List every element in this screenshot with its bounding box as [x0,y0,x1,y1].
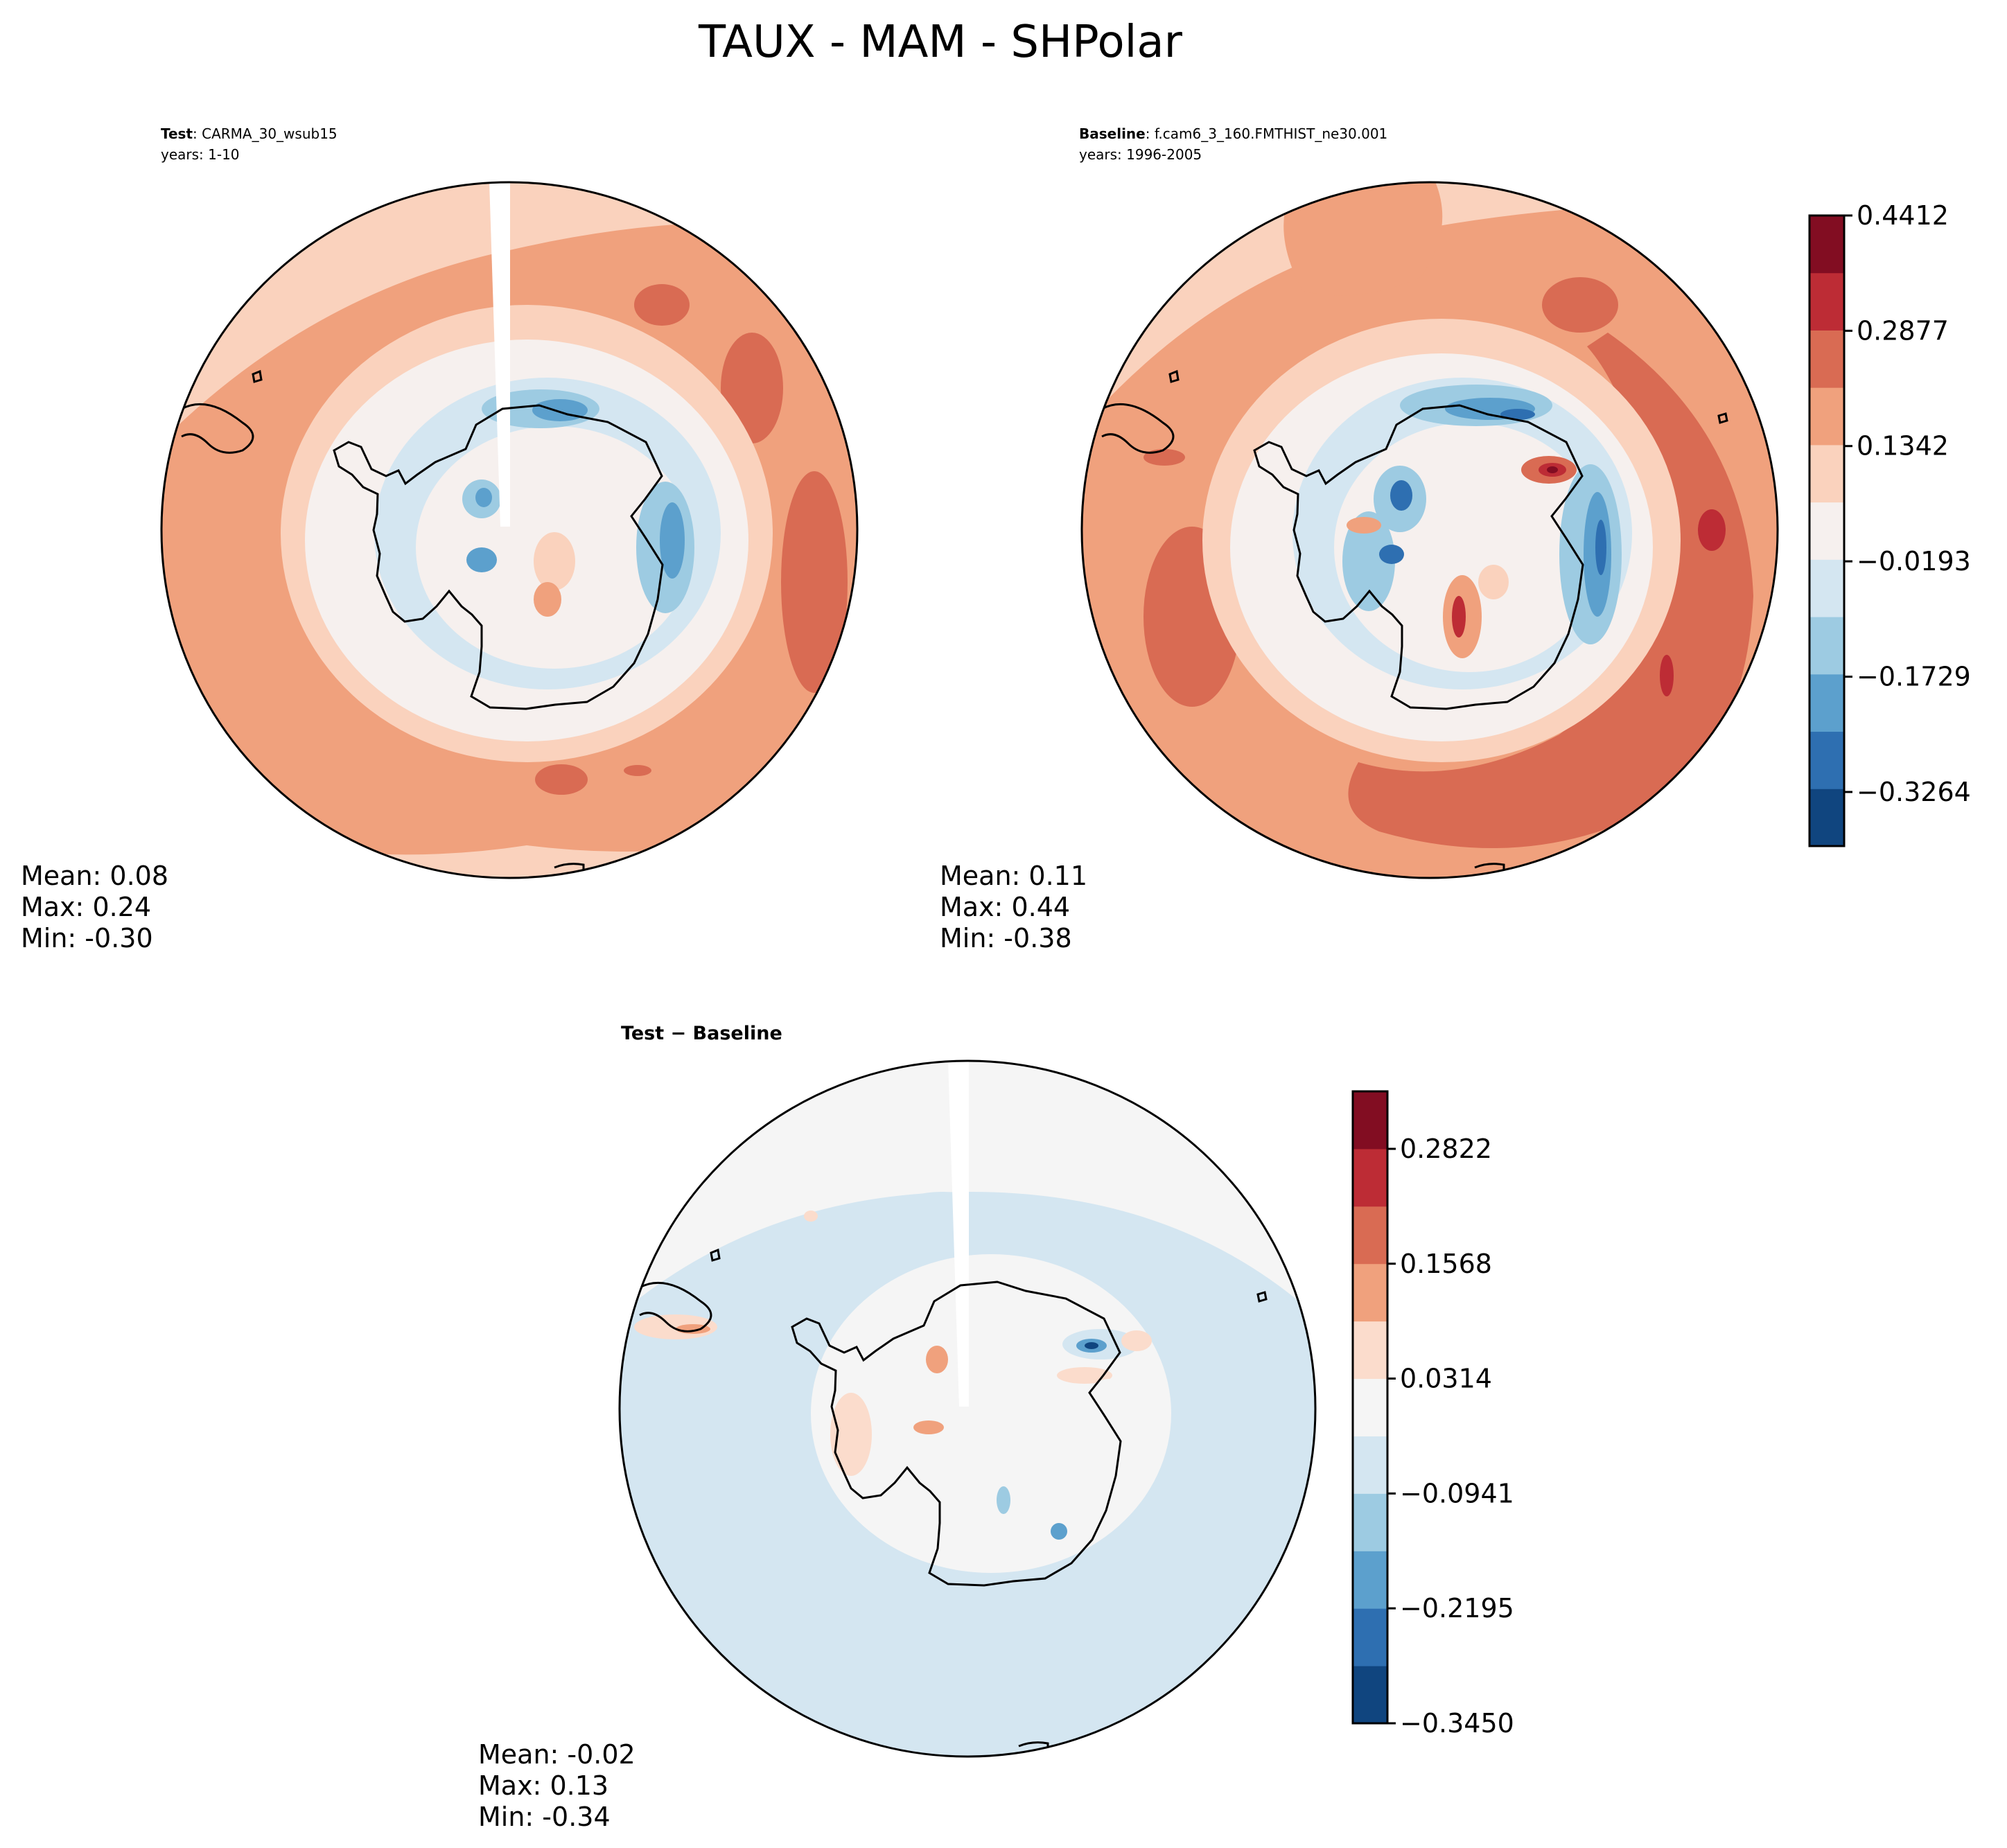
panel-baseline-years: years: 1996-2005 [1079,146,1202,163]
colorbar-main-segment [1809,559,1844,617]
panel-test-label: Test [161,125,193,142]
colorbar-main-segment [1809,444,1844,503]
colorbar-main-segment [1809,387,1844,446]
colorbar-diff-segment [1353,1378,1387,1436]
colorbar-diff-segment [1353,1666,1387,1724]
panel-baseline-label: Baseline [1079,125,1146,142]
panel-test: Test: CARMA_30_wsub15 years: 1-10 [21,125,859,953]
colorbar-main-segment [1809,330,1844,388]
colorbar-diff: 0.2822 0.1568 0.0314 −0.0941 −0.2195 −0.3450 [1351,1090,1514,1739]
panel-test-case: : CARMA_30_wsub15 [193,125,338,142]
panel-baseline-header: Baseline: f.cam6_3_160.FMTHIST_ne30.001 [1079,125,1387,142]
colorbar-diff-segment [1353,1608,1387,1666]
colorbar-main-segment [1809,502,1844,560]
panel-diff: Test − Baseline [478,1023,1317,1832]
colorbar-main-tick-label: −0.3264 [1857,777,1971,807]
colorbar-diff-frame [1351,1090,1389,1725]
colorbar-diff-segment [1353,1263,1387,1322]
panel-baseline-max: Max: 0.44 [940,892,1070,922]
panel-diff-map [620,1061,1315,1757]
colorbar-diff-segment [1353,1493,1387,1551]
panel-test-frame [160,181,859,879]
colorbar-main-tick-label: 0.1342 [1857,431,1949,461]
colorbar-main-frame [1808,214,1846,847]
panel-diff-frame [618,1059,1317,1758]
colorbar-diff-segment [1353,1551,1387,1609]
colorbar-diff-segment [1353,1436,1387,1494]
colorbar-diff-tick-label: −0.3450 [1400,1708,1514,1739]
panel-test-map [161,182,857,878]
colorbar-main: 0.4412 0.2877 0.1342 −0.0193 −0.1729 −0.3264 [1808,200,1971,847]
panel-baseline: Baseline: f.cam6_3_160.FMTHIST_ne30.001 … [940,125,1779,953]
colorbar-main-segment [1809,272,1844,331]
panel-diff-label: Test − Baseline [621,1023,782,1044]
colorbar-main-segment [1809,789,1844,847]
colorbar-main-segment [1809,617,1844,675]
colorbar-main-tick-label: 0.2877 [1857,315,1949,346]
colorbar-main-segment [1809,674,1844,732]
panel-diff-mean: Mean: -0.02 [478,1739,636,1770]
panel-baseline-min: Min: -0.38 [940,923,1072,953]
panel-test-years: years: 1-10 [161,146,240,163]
colorbar-diff-tick-label: 0.1568 [1400,1249,1492,1279]
colorbar-main-segment [1809,215,1844,274]
colorbar-diff-tick-label: 0.2822 [1400,1134,1492,1164]
panel-baseline-mean: Mean: 0.11 [940,861,1087,891]
panel-baseline-frame [1080,181,1779,879]
figure-title: TAUX - MAM - SHPolar [698,17,1183,68]
colorbar-diff-tick-label: 0.0314 [1400,1363,1492,1393]
colorbar-diff-tick-label: −0.0941 [1400,1478,1514,1508]
colorbar-diff-tick-label: −0.2195 [1400,1593,1514,1623]
panel-test-mean: Mean: 0.08 [21,861,168,891]
colorbar-main-tick-label: 0.4412 [1857,200,1949,231]
panel-test-header: Test: CARMA_30_wsub15 [161,125,338,142]
panel-baseline-map [1082,182,1778,878]
panel-diff-header: Test − Baseline [621,1023,782,1044]
panel-test-max: Max: 0.24 [21,892,151,922]
colorbar-diff-segment [1353,1091,1387,1150]
colorbar-diff-segment [1353,1148,1387,1207]
panel-baseline-case: : f.cam6_3_160.FMTHIST_ne30.001 [1146,125,1388,142]
colorbar-main-tick-label: −0.0193 [1857,546,1971,577]
colorbar-diff-segment [1353,1321,1387,1380]
colorbar-main-segment [1809,731,1844,789]
colorbar-diff-segment [1353,1206,1387,1265]
panel-diff-min: Min: -0.34 [478,1802,611,1832]
panel-test-min: Min: -0.30 [21,923,153,953]
panel-diff-max: Max: 0.13 [478,1770,608,1801]
colorbar-main-tick-label: −0.1729 [1857,662,1971,692]
